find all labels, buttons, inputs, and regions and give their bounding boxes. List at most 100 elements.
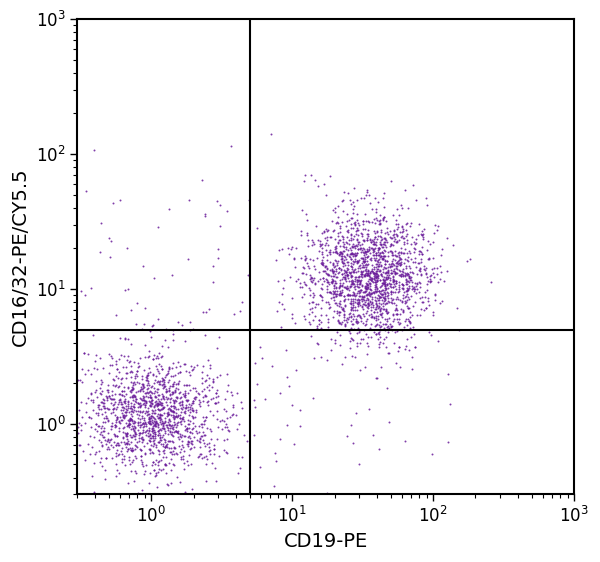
Point xyxy=(412,279,422,288)
Point xyxy=(160,379,169,388)
Point xyxy=(365,274,375,283)
Point xyxy=(148,421,158,430)
Point xyxy=(97,461,106,470)
Point xyxy=(372,293,382,302)
Point xyxy=(391,251,400,260)
Point xyxy=(154,419,163,428)
Point xyxy=(166,422,176,430)
Point xyxy=(139,421,149,430)
Point xyxy=(367,313,377,322)
Point xyxy=(345,344,355,353)
Point xyxy=(135,445,145,454)
Point xyxy=(176,404,185,413)
Point xyxy=(373,307,382,316)
Point xyxy=(136,383,146,392)
Point xyxy=(317,284,326,293)
Point xyxy=(159,418,169,427)
Point xyxy=(322,489,332,498)
Point xyxy=(128,383,137,392)
Point xyxy=(379,239,389,248)
Point xyxy=(169,410,178,419)
Point xyxy=(128,390,137,399)
Point xyxy=(92,365,102,374)
Point xyxy=(380,300,390,309)
Point xyxy=(404,252,413,261)
Point xyxy=(205,407,215,416)
Point xyxy=(139,380,148,389)
Point xyxy=(151,418,160,427)
Point xyxy=(125,415,134,424)
Point xyxy=(346,312,356,321)
Point xyxy=(112,466,122,475)
Point xyxy=(302,228,312,237)
Point xyxy=(127,362,136,371)
Point xyxy=(150,409,160,418)
Point xyxy=(308,240,317,249)
Point xyxy=(393,249,403,258)
Point xyxy=(170,420,180,429)
Point xyxy=(126,415,136,424)
Point xyxy=(362,280,371,289)
Point xyxy=(121,407,131,416)
Point xyxy=(124,420,134,429)
Point xyxy=(335,289,344,298)
Point xyxy=(106,434,116,443)
Point xyxy=(382,383,392,392)
Point xyxy=(398,226,408,235)
Point xyxy=(363,294,373,303)
Point xyxy=(161,386,170,395)
Point xyxy=(269,481,279,490)
Point xyxy=(392,306,401,315)
Point xyxy=(155,418,164,427)
Point xyxy=(349,305,358,314)
Point xyxy=(136,420,145,429)
Point xyxy=(141,407,151,416)
Point xyxy=(353,272,363,281)
Point xyxy=(112,412,121,421)
Point xyxy=(371,271,380,280)
Point xyxy=(136,395,146,404)
Point xyxy=(203,396,213,405)
Point xyxy=(133,366,142,375)
Point xyxy=(145,446,154,455)
Point xyxy=(112,359,121,368)
Point xyxy=(174,441,184,450)
Point xyxy=(111,471,121,480)
Point xyxy=(395,259,404,268)
Point xyxy=(157,439,166,448)
Point xyxy=(353,318,362,327)
Point xyxy=(158,419,168,428)
Point xyxy=(371,320,381,329)
Point xyxy=(335,227,344,236)
Point xyxy=(94,408,103,417)
Point xyxy=(340,247,349,256)
Point xyxy=(187,404,197,413)
Point xyxy=(140,401,149,410)
Point xyxy=(352,241,362,250)
Point xyxy=(394,210,404,219)
Point xyxy=(272,256,281,265)
Point xyxy=(116,405,125,414)
Point xyxy=(148,320,158,329)
Point xyxy=(231,410,241,419)
Point xyxy=(212,197,222,206)
Point xyxy=(130,417,139,426)
Point xyxy=(349,279,359,288)
Point xyxy=(401,280,411,289)
Point xyxy=(388,250,397,259)
Point xyxy=(430,272,439,281)
Point xyxy=(131,418,140,427)
Point xyxy=(356,285,366,294)
Point xyxy=(82,398,91,407)
Point xyxy=(126,378,136,387)
Point xyxy=(377,303,386,312)
Point xyxy=(375,332,385,341)
Point xyxy=(76,287,86,296)
Point xyxy=(358,224,368,233)
Point xyxy=(431,290,440,299)
Point xyxy=(181,403,191,412)
Point xyxy=(353,248,362,257)
Point xyxy=(335,282,345,291)
Point xyxy=(346,233,356,242)
Point xyxy=(380,268,390,277)
